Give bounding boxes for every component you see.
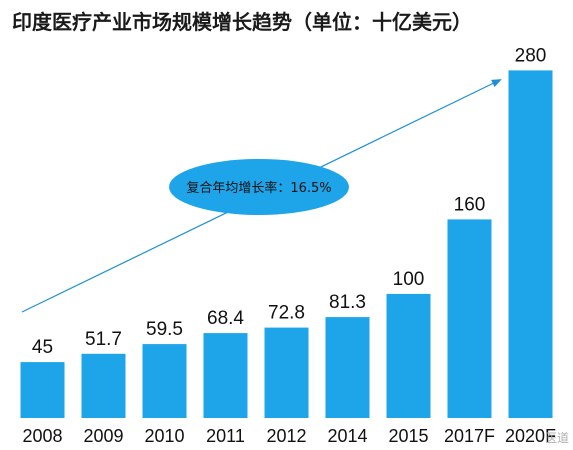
bar-value-label: 81.3	[329, 292, 366, 313]
bar-value-label: 51.7	[85, 329, 122, 350]
bar-2012	[264, 327, 309, 418]
cagr-label: 复合年均增长率：16.5%	[186, 180, 331, 196]
x-tick-label: 2015	[388, 426, 428, 446]
bar-2020F	[508, 70, 553, 419]
bar-value-label: 280	[515, 45, 547, 66]
watermark: 医道	[544, 431, 569, 445]
cagr-ellipse	[169, 159, 349, 215]
x-tick-label: 2009	[83, 426, 123, 446]
x-tick-label: 2014	[327, 426, 367, 446]
bar-value-label: 160	[454, 194, 486, 215]
x-tick-label: 2020F	[505, 426, 556, 446]
bar-value-label: 59.5	[146, 319, 183, 340]
bar-2010	[142, 344, 187, 418]
bar-value-label: 68.4	[207, 308, 244, 329]
bar-2009	[81, 353, 126, 418]
bar-2011	[203, 333, 248, 418]
x-tick-label: 2017F	[444, 426, 495, 446]
chart-title: 印度医疗产业市场规模增长趋势（单位：十亿美元）	[12, 10, 472, 34]
bar-value-label: 100	[393, 269, 425, 290]
bar-2014	[325, 317, 370, 418]
x-tick-label: 2012	[266, 426, 306, 446]
x-tick-label: 2011	[206, 426, 245, 446]
x-tick-label: 2010	[144, 426, 184, 446]
x-tick-label: 2008	[22, 426, 62, 446]
bar-2015	[386, 293, 431, 418]
cagr-annotation: 复合年均增长率：16.5%	[169, 159, 349, 215]
bar-2017F	[447, 219, 492, 418]
bar-value-label: 72.8	[268, 303, 305, 324]
bar-value-label: 45	[32, 337, 53, 358]
bar-2008	[20, 362, 65, 418]
